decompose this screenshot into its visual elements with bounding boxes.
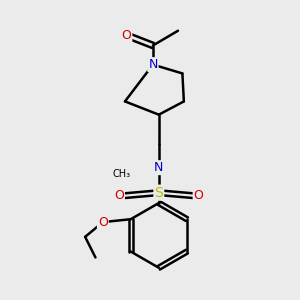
Text: O: O xyxy=(114,189,124,202)
Text: O: O xyxy=(98,216,108,229)
Text: S: S xyxy=(154,186,163,200)
Text: CH₃: CH₃ xyxy=(113,169,131,178)
Text: O: O xyxy=(122,29,131,42)
Text: N: N xyxy=(148,58,158,71)
Text: N: N xyxy=(154,161,164,174)
Text: O: O xyxy=(194,189,203,202)
